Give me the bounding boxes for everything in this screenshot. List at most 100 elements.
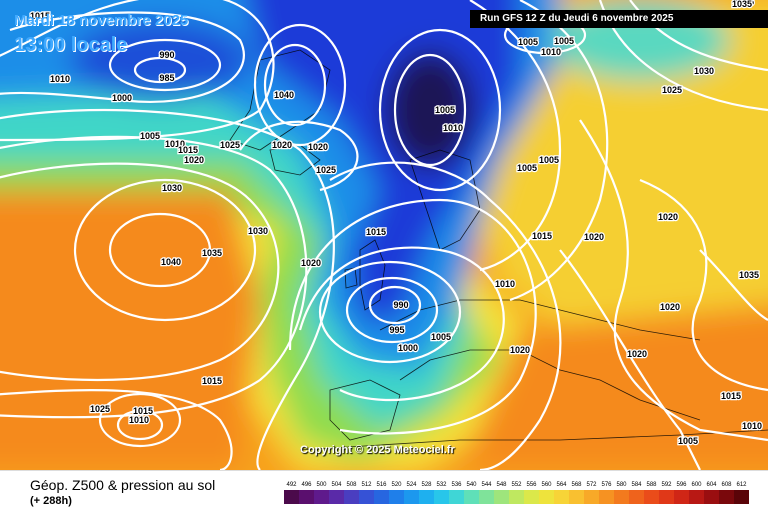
pressure-label: 1040 — [274, 90, 294, 100]
scale-swatch — [614, 490, 629, 504]
scale-tick-label: 536 — [451, 482, 462, 488]
isobars — [0, 0, 768, 470]
pressure-label: 1000 — [398, 343, 418, 353]
scale-tick-label: 548 — [496, 482, 507, 488]
coast-europe — [379, 299, 701, 421]
coast-iberia — [329, 379, 401, 441]
scale-swatch — [344, 490, 359, 504]
isobar-1010-east — [509, 0, 609, 302]
pressure-label: 1025 — [662, 85, 682, 95]
scale-swatch — [374, 490, 389, 504]
scale-swatch — [284, 490, 299, 504]
isobar-1005-trough — [298, 246, 505, 402]
isobar-low-990-nw — [108, 38, 222, 92]
isobar-1020-greenland — [239, 120, 359, 192]
pressure-label: 1005 — [518, 37, 538, 47]
pressure-label: 1025 — [220, 140, 240, 150]
pressure-label: 1005 — [140, 131, 160, 141]
pressure-label: 1025 — [316, 165, 336, 175]
coast-british-isles — [344, 239, 386, 311]
pressure-label: 1010 — [443, 123, 463, 133]
isobar-1005-east — [469, 0, 562, 272]
pressure-label: 1035 — [732, 0, 752, 9]
isobar-1030-west — [0, 162, 280, 382]
pressure-label: 1005 — [539, 155, 559, 165]
isobar-high-1040 — [108, 212, 212, 288]
scale-swatch — [539, 490, 554, 504]
pressure-label: 990 — [159, 50, 174, 60]
isobar-1015-se — [559, 249, 701, 470]
scale-tick-label: 552 — [511, 482, 522, 488]
colour-scale: 492 496 500 504 508 512 516 520 524 528 532 536 540 5… — [284, 482, 749, 504]
isobar-1010-trough — [288, 198, 537, 435]
scale-tick-label: 504 — [331, 482, 342, 488]
legend-footer: Géop. Z500 & pression au sol (+ 288h) 49… — [0, 470, 768, 513]
scale-tick-label: 524 — [406, 482, 417, 488]
scale-swatch — [554, 490, 569, 504]
lead-time: (+ 288h) — [30, 495, 72, 507]
pressure-label: 1020 — [510, 345, 530, 355]
field-low-core — [385, 50, 475, 170]
pressure-label: 1010 — [495, 279, 515, 289]
scale-swatch — [629, 490, 644, 504]
scale-swatch — [314, 490, 329, 504]
pressure-label: 1035 — [739, 270, 759, 280]
field-title: Géop. Z500 & pression au sol — [30, 477, 216, 493]
pressure-label: 1035 — [202, 248, 222, 258]
scale-tick-label: 584 — [631, 482, 642, 488]
field-orange-se — [460, 305, 768, 470]
pressure-label: 1015 — [30, 11, 50, 21]
scale-swatch — [404, 490, 419, 504]
scale-swatch — [719, 490, 734, 504]
pressure-label: 1025 — [90, 404, 110, 414]
scale-swatch — [389, 490, 404, 504]
isobar-low-990 — [368, 285, 422, 325]
scale-swatch — [659, 490, 674, 504]
pressure-label: 1005 — [431, 332, 451, 342]
pressure-label: 1015 — [532, 231, 552, 241]
model-run-banner: Run GFS 12 Z du Jeudi 6 novembre 2025 — [470, 10, 768, 28]
forecast-date: Mardi 18 novembre 2025 — [14, 12, 189, 29]
scale-tick-label: 604 — [706, 482, 717, 488]
scale-swatch — [524, 490, 539, 504]
pressure-label: 1015 — [133, 406, 153, 416]
scale-swatch — [329, 490, 344, 504]
isobar-1020-east-2 — [639, 178, 768, 392]
scale-swatch — [464, 490, 479, 504]
pressure-label: 1005 — [517, 163, 537, 173]
scale-tick-label: 572 — [586, 482, 597, 488]
scale-tick-label: 532 — [436, 482, 447, 488]
pressure-label: 1030 — [248, 226, 268, 236]
pressure-label: 1020 — [308, 142, 328, 152]
pressure-label: 1010 — [165, 139, 185, 149]
scale-swatch — [644, 490, 659, 504]
pressure-label: 1020 — [584, 232, 604, 242]
scale-swatch — [569, 490, 584, 504]
field-orange-sw — [0, 190, 260, 470]
weather-map: 1015 990 985 1010 1000 1040 1005 1010 1015 1020 10… — [0, 0, 768, 470]
scale-swatch — [449, 490, 464, 504]
forecast-local-time: 13:00 locale — [14, 34, 128, 56]
pressure-label: 1015 — [366, 227, 386, 237]
scale-tick-label: 508 — [346, 482, 357, 488]
scale-tick-label: 560 — [541, 482, 552, 488]
isobar-high-greenland-2 — [253, 23, 347, 147]
pressure-label: 1020 — [660, 302, 680, 312]
scale-tick-label: 492 — [286, 482, 297, 488]
pressure-label: 1010 — [742, 421, 762, 431]
scale-tick-label: 568 — [571, 482, 582, 488]
pressure-label: 1020 — [184, 155, 204, 165]
isobar-low-1005-sw — [116, 409, 164, 441]
scale-swatch — [509, 490, 524, 504]
scale-tick-label: 592 — [661, 482, 672, 488]
pressure-label: 1010 — [541, 47, 561, 57]
pressure-label: 1020 — [301, 258, 321, 268]
copyright-notice: Copyright © 2025 Meteociel.fr — [300, 444, 455, 456]
pressure-label: 1030 — [162, 183, 182, 193]
scale-swatch — [689, 490, 704, 504]
isobar-low-985 — [133, 56, 187, 84]
scale-swatch — [494, 490, 509, 504]
isobar-1020-long — [0, 108, 335, 470]
